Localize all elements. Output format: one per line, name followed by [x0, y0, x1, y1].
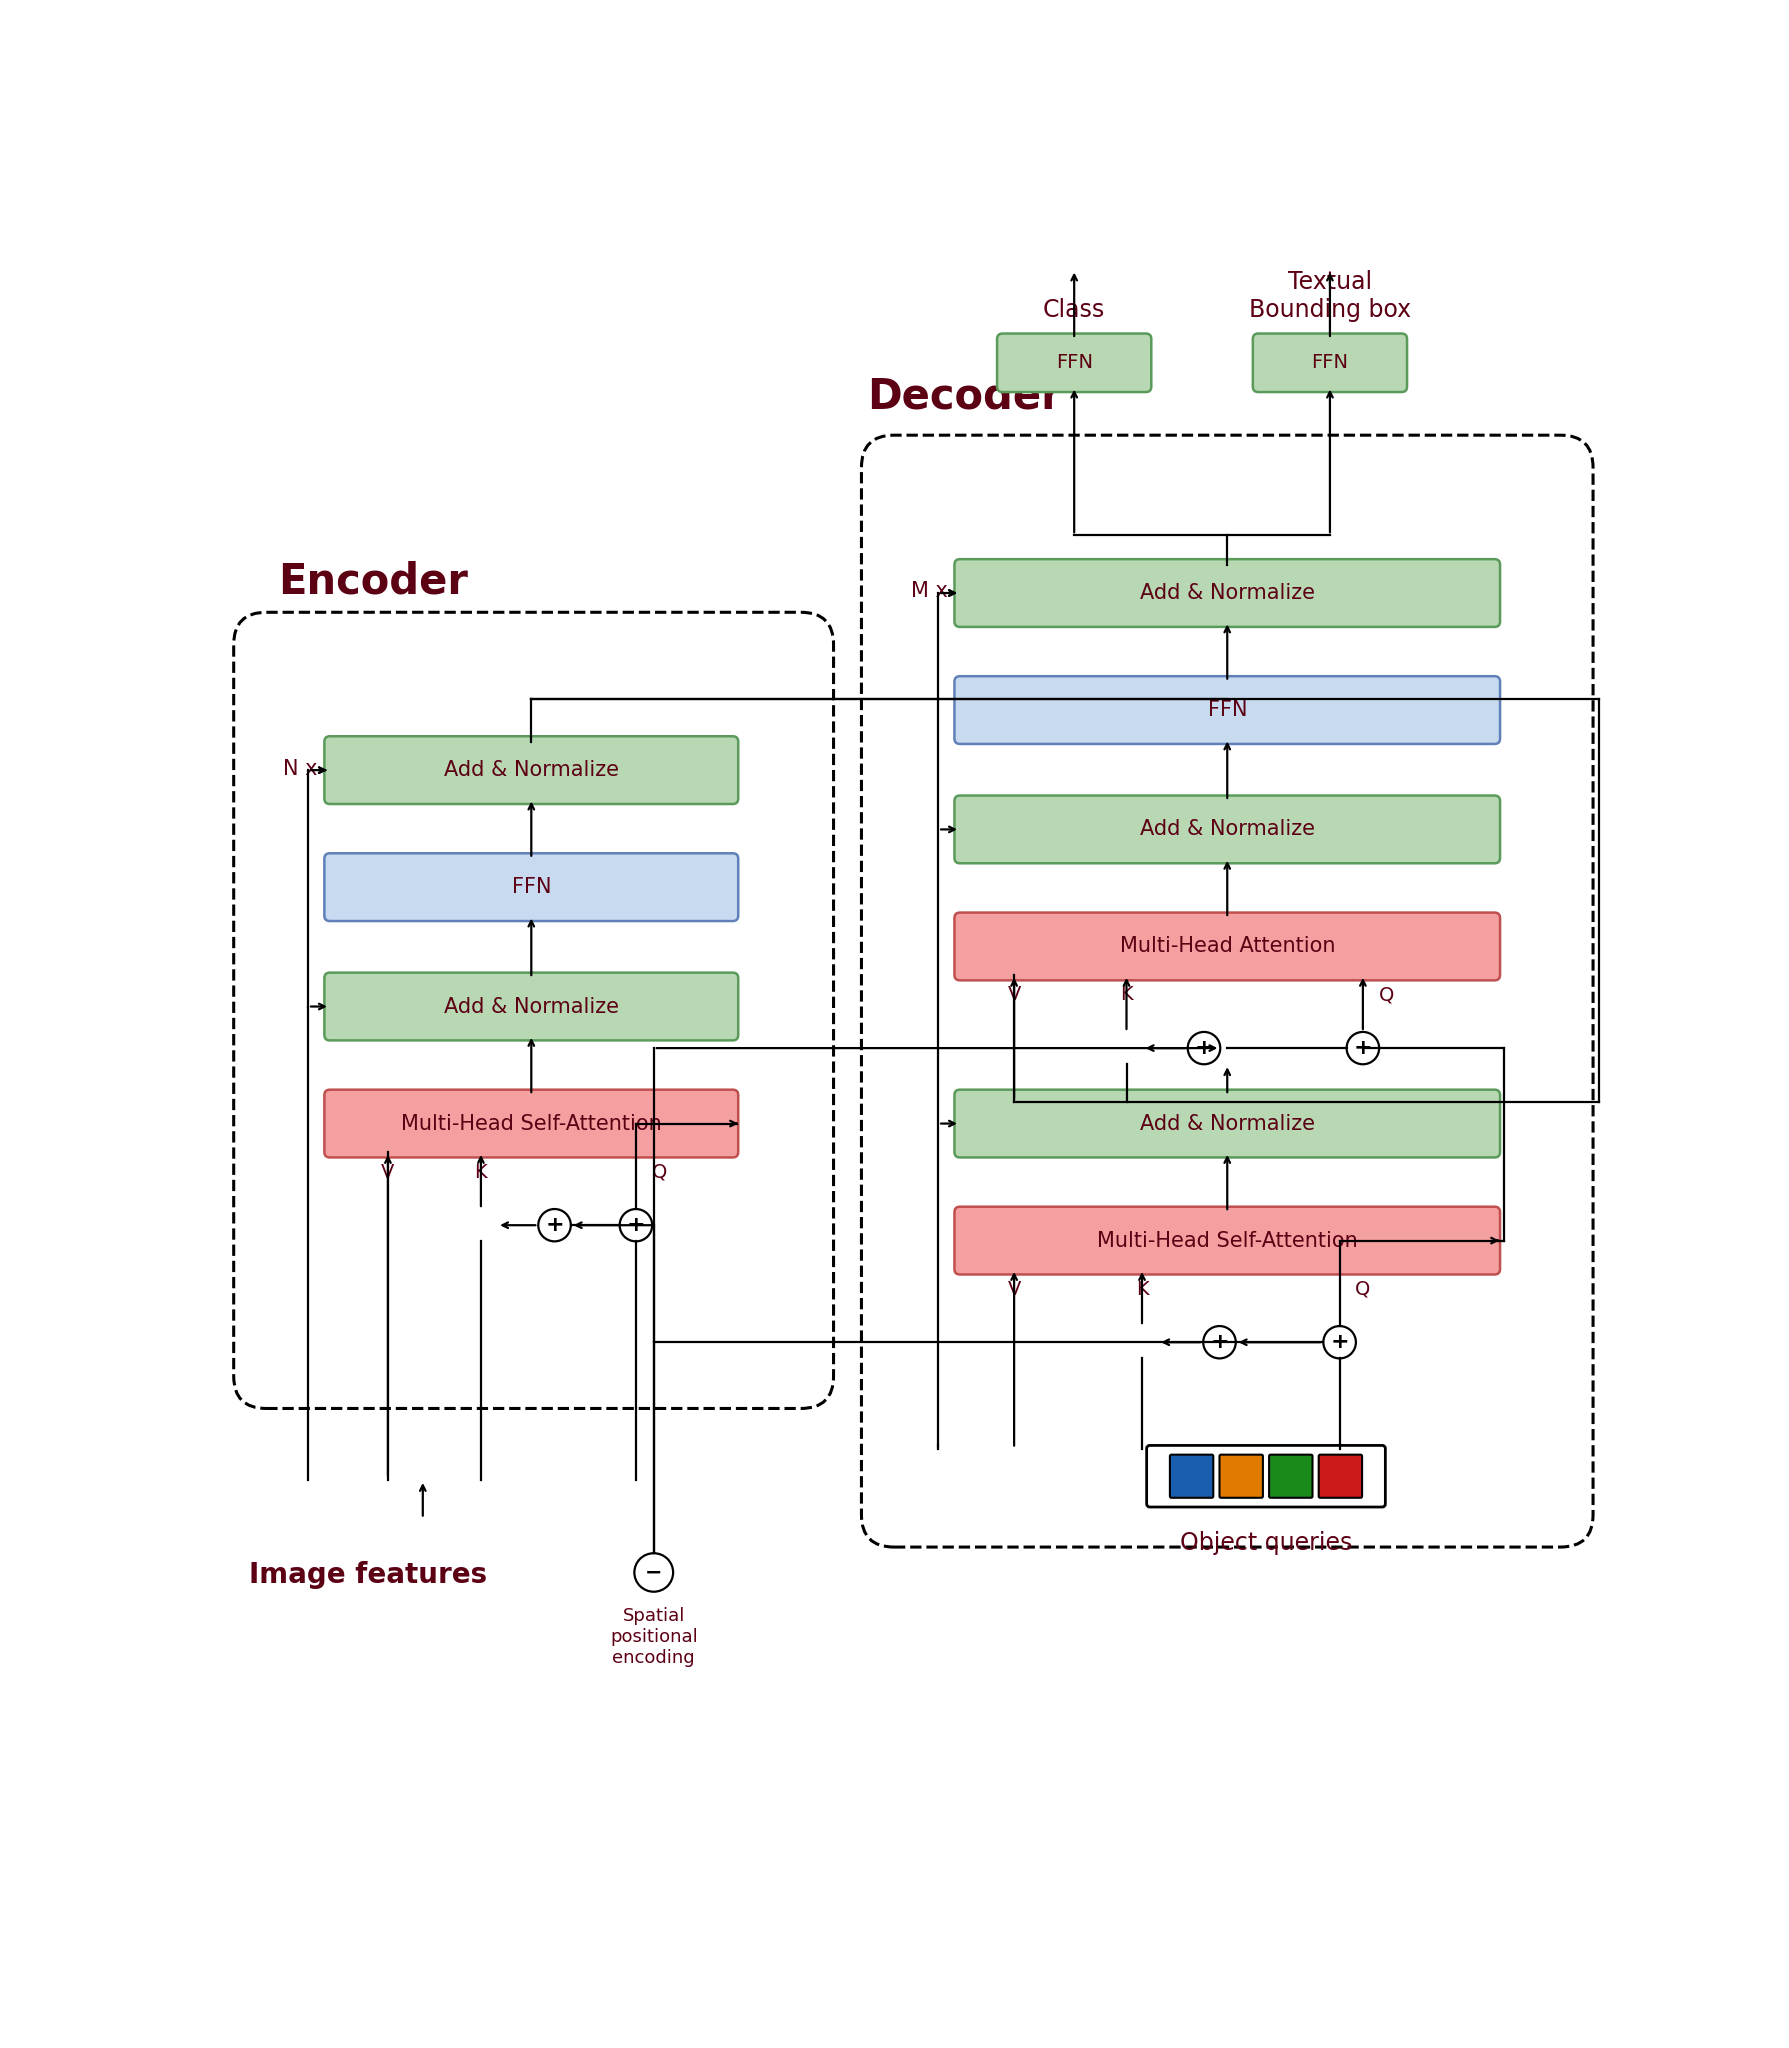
Text: Add & Normalize: Add & Normalize — [444, 997, 619, 1016]
Text: FFN: FFN — [1311, 354, 1349, 373]
Text: +: + — [1331, 1333, 1349, 1352]
Text: Q: Q — [1356, 1280, 1370, 1298]
Text: M x: M x — [911, 582, 948, 602]
Text: Add & Normalize: Add & Normalize — [1140, 584, 1315, 602]
FancyBboxPatch shape — [1170, 1454, 1213, 1497]
Text: FFN: FFN — [512, 877, 551, 897]
Text: Class: Class — [1043, 299, 1106, 322]
Text: +: + — [626, 1214, 646, 1235]
Text: Add & Normalize: Add & Normalize — [1140, 1114, 1315, 1133]
Text: V: V — [1007, 985, 1022, 1004]
FancyBboxPatch shape — [996, 334, 1152, 391]
FancyBboxPatch shape — [324, 854, 739, 922]
FancyBboxPatch shape — [324, 973, 739, 1040]
Text: FFN: FFN — [1208, 700, 1247, 721]
FancyBboxPatch shape — [955, 559, 1499, 627]
Text: Multi-Head Self-Attention: Multi-Head Self-Attention — [1097, 1231, 1358, 1251]
Text: K: K — [474, 1163, 487, 1182]
Text: Textual
Bounding box: Textual Bounding box — [1249, 270, 1412, 322]
FancyBboxPatch shape — [1252, 334, 1408, 391]
Text: +: + — [1354, 1038, 1372, 1059]
Text: Q: Q — [651, 1163, 667, 1182]
FancyBboxPatch shape — [955, 795, 1499, 864]
Text: Decoder: Decoder — [868, 375, 1061, 418]
FancyBboxPatch shape — [324, 735, 739, 805]
Text: K: K — [1136, 1280, 1149, 1298]
FancyBboxPatch shape — [324, 1090, 739, 1157]
FancyBboxPatch shape — [955, 1206, 1499, 1274]
Text: V: V — [1007, 1280, 1022, 1298]
Text: Multi-Head Attention: Multi-Head Attention — [1120, 936, 1335, 956]
Text: +: + — [1209, 1333, 1229, 1352]
Text: Spatial
positional
encoding: Spatial positional encoding — [610, 1608, 698, 1667]
Text: Image features: Image features — [249, 1561, 488, 1589]
Text: FFN: FFN — [1056, 354, 1093, 373]
Text: N x: N x — [283, 758, 318, 778]
FancyBboxPatch shape — [1318, 1454, 1361, 1497]
Text: Encoder: Encoder — [277, 561, 467, 602]
FancyBboxPatch shape — [955, 676, 1499, 743]
Text: Add & Normalize: Add & Normalize — [1140, 819, 1315, 840]
FancyBboxPatch shape — [1268, 1454, 1313, 1497]
Text: Multi-Head Self-Attention: Multi-Head Self-Attention — [401, 1114, 662, 1133]
FancyBboxPatch shape — [955, 1090, 1499, 1157]
Text: +: + — [546, 1214, 564, 1235]
FancyBboxPatch shape — [955, 913, 1499, 981]
Text: −: − — [646, 1563, 662, 1583]
FancyBboxPatch shape — [1220, 1454, 1263, 1497]
Text: K: K — [1120, 985, 1132, 1004]
Text: Q: Q — [1379, 985, 1394, 1004]
Text: +: + — [1195, 1038, 1213, 1059]
Text: Add & Normalize: Add & Normalize — [444, 760, 619, 780]
Text: V: V — [381, 1163, 395, 1182]
Text: Object queries: Object queries — [1179, 1532, 1352, 1554]
